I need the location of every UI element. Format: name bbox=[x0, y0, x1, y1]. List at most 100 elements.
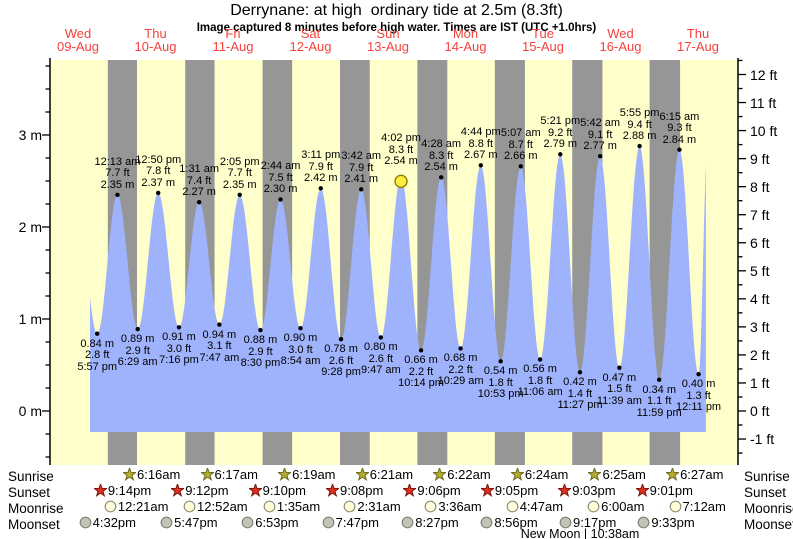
annotation-line: 3:42 am bbox=[341, 150, 382, 163]
new-moon-note: New Moon | 10:38am bbox=[520, 527, 640, 539]
annotation-line: 9.2 ft bbox=[548, 126, 573, 139]
sunrise-time-text: 6:21am bbox=[369, 467, 414, 482]
row-label-left-sunset: Sunset bbox=[8, 485, 51, 500]
day-date: 16-Aug bbox=[599, 39, 642, 54]
moonset-time-text: 7:47pm bbox=[335, 515, 379, 530]
annotation-line: 2.88 m bbox=[622, 130, 657, 143]
moonrise-circle-icon bbox=[343, 500, 356, 513]
moonrise-circle-icon bbox=[506, 500, 519, 513]
sunset-star-icon bbox=[325, 484, 339, 497]
annotation-line: 2.67 m bbox=[463, 149, 498, 162]
day-label: Sat 12-Aug bbox=[269, 27, 353, 53]
moonset-time-text: 4:32pm bbox=[92, 515, 136, 530]
annotation-line: 2.66 m bbox=[503, 150, 538, 163]
annotation-line: 2:05 pm bbox=[219, 155, 260, 168]
row-label-left-sunrise: Sunrise bbox=[8, 469, 54, 484]
y-right-tick-label: 0 ft bbox=[750, 403, 770, 419]
sunrise-time-text: 6:19am bbox=[292, 467, 336, 482]
y-right-tick-label: 3 ft bbox=[750, 318, 770, 335]
annotation-line: 0.40 m bbox=[681, 378, 716, 391]
day-label: Fri 11-Aug bbox=[191, 27, 275, 53]
annotation-line: 11:27 pm bbox=[557, 399, 603, 412]
day-dow: Fri bbox=[225, 26, 241, 41]
annotation-line: 7.5 ft bbox=[268, 171, 293, 184]
annotation-line: 0.89 m bbox=[120, 333, 155, 346]
annotation-line: 8.3 ft bbox=[428, 149, 454, 162]
tide-extreme-dot bbox=[677, 147, 682, 152]
annotation-line: 3.0 ft bbox=[288, 343, 313, 356]
sunset-time-text: 9:05pm bbox=[494, 483, 539, 498]
annotation-line: 3:11 pm bbox=[301, 149, 341, 162]
sunrise-star-icon bbox=[278, 468, 292, 481]
tide-extreme-dot bbox=[278, 197, 283, 202]
high-tide-annotation: 2:05 pm 7.7 ft 2.35 m bbox=[219, 155, 260, 192]
annotation-line: 11:39 am bbox=[596, 394, 642, 407]
day-date: 15-Aug bbox=[522, 39, 564, 54]
low-tide-annotation: 0.84 m 2.8 ft 5:57 pm bbox=[77, 338, 117, 374]
moonrise-time-text: 6:00am bbox=[601, 499, 645, 514]
day-date: 17-Aug bbox=[677, 39, 719, 54]
tide-extreme-dot bbox=[577, 370, 583, 375]
annotation-line: 2.42 m bbox=[303, 172, 338, 185]
moonrise-time-text: 2:31am bbox=[357, 499, 401, 514]
annotation-line: 8:54 am bbox=[280, 355, 321, 368]
low-tide-annotation: 0.78 m 2.6 ft 9:28 pm bbox=[321, 344, 361, 379]
low-tide-annotation: 0.80 m 2.6 ft 9:47 am bbox=[361, 342, 401, 377]
annotation-line: 2.77 m bbox=[583, 140, 617, 153]
annotation-line: 1.8 ft bbox=[527, 374, 553, 387]
day-dow: Wed bbox=[607, 26, 634, 41]
y-right-tick-label: 2 ft bbox=[750, 346, 770, 363]
annotation-line: 2.54 m bbox=[384, 155, 418, 168]
low-tide-annotation: 0.90 m 3.0 ft 8:54 am bbox=[281, 333, 321, 368]
tide-extreme-dot bbox=[318, 186, 323, 191]
moonset-time: 8:27pm bbox=[401, 516, 459, 529]
annotation-line: 4:44 pm bbox=[460, 126, 501, 139]
low-tide-annotation: 0.91 m 3.0 ft 7:16 pm bbox=[159, 332, 199, 367]
moonrise-circle-icon bbox=[183, 500, 196, 513]
y-right-tick-label: 4 ft bbox=[750, 290, 770, 307]
sunrise-time: 6:16am bbox=[122, 468, 180, 481]
moonrise-time-text: 7:12am bbox=[682, 499, 726, 514]
sunrise-star-icon bbox=[200, 468, 214, 481]
tide-extreme-dot bbox=[478, 163, 483, 168]
annotation-line: 7.8 ft bbox=[145, 165, 171, 178]
annotation-line: 2.35 m bbox=[100, 178, 135, 191]
high-tide-annotation: 12:50 pm 7.8 ft 2.37 m bbox=[135, 154, 181, 190]
low-tide-annotation: 0.56 m 1.8 ft 11:06 am bbox=[518, 364, 563, 399]
annotation-line: 0.66 m bbox=[404, 354, 438, 367]
moonset-circle-icon bbox=[79, 516, 92, 529]
low-tide-annotation: 0.89 m 2.9 ft 6:29 am bbox=[118, 334, 158, 369]
sunrise-time-text: 6:25am bbox=[602, 467, 646, 482]
moonrise-time: 4:47am bbox=[506, 500, 563, 513]
tide-area bbox=[90, 146, 706, 432]
day-dow: Thu bbox=[686, 26, 710, 41]
annotation-line: 2.6 ft bbox=[368, 352, 394, 365]
chart-subtitle: Image captured 8 minutes before high wat… bbox=[196, 22, 597, 34]
annotation-line: 2.2 ft bbox=[448, 363, 473, 376]
day-label: Sun 13-Aug bbox=[346, 27, 430, 53]
y-right-tick-label: 12 ft bbox=[750, 66, 778, 83]
moonrise-time: 1:35am bbox=[263, 500, 320, 513]
high-tide-annotation: 2:44 am 7.5 ft 2.30 m bbox=[261, 161, 301, 196]
tide-extreme-dot bbox=[656, 377, 662, 382]
sunset-time: 9:03pm bbox=[558, 484, 616, 497]
low-tide-annotation: 0.94 m 3.1 ft 7:47 am bbox=[199, 329, 240, 365]
day-date: 14-Aug bbox=[444, 39, 487, 54]
moonset-time: 6:53pm bbox=[241, 516, 299, 529]
moonrise-time: 12:52am bbox=[183, 500, 248, 513]
annotation-line: 2.79 m bbox=[543, 138, 578, 151]
moonset-time: 5:47pm bbox=[160, 516, 218, 529]
annotation-line: 7:47 am bbox=[199, 351, 240, 364]
annotation-line: 2.8 ft bbox=[84, 349, 110, 362]
sunset-star-icon bbox=[171, 484, 185, 497]
tide-extreme-dot bbox=[135, 326, 140, 332]
annotation-line: 10:29 am bbox=[437, 375, 484, 388]
annotation-line: 2.54 m bbox=[424, 161, 458, 174]
day-label: Thu 10-Aug bbox=[114, 27, 198, 53]
day-date: 09-Aug bbox=[57, 39, 99, 54]
moonset-circle-icon bbox=[322, 516, 335, 529]
moonrise-time-text: 12:21am bbox=[117, 499, 169, 514]
sunrise-time-text: 6:27am bbox=[680, 467, 724, 482]
moonrise-time-text: 3:36am bbox=[438, 499, 482, 514]
moonrise-time-text: 4:47am bbox=[519, 499, 564, 514]
